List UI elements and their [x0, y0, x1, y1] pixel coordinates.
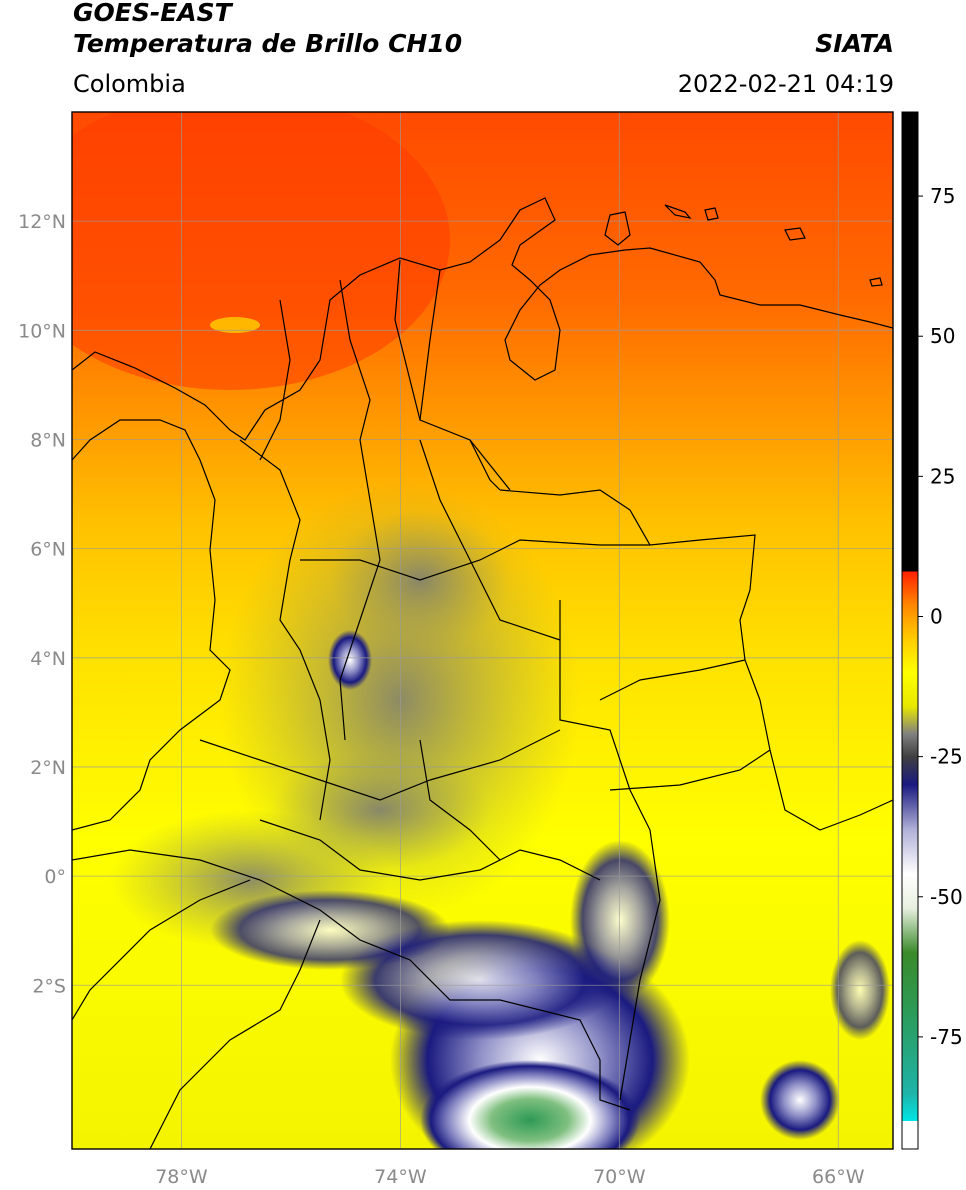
lat-tick-label-6: 0°: [44, 866, 66, 888]
lat-tick-label-5: 2°N: [30, 757, 66, 779]
latitude-labels: 12°N 10°N 8°N 6°N 4°N 2°N 0° 2°S: [18, 211, 66, 997]
pacific-coast: [72, 419, 231, 831]
interior-k: [599, 659, 746, 701]
lon-tick-label-3: 66°W: [812, 1166, 865, 1188]
lon-tick-label-2: 70°W: [593, 1166, 646, 1188]
interior-j: [394, 259, 421, 421]
colorbar-tick-label-5: -50: [930, 885, 963, 909]
satellite-title: GOES-EAST: [73, 0, 232, 27]
colorbar-tick-label-0: 75: [930, 184, 955, 208]
region-label: Colombia: [73, 70, 186, 98]
interior-a: [239, 439, 331, 821]
lat-tick-label-2: 8°N: [30, 429, 66, 451]
brazil-border: [559, 600, 661, 1101]
colorbar-ticks: 75 50 25 0 -25 -50 -75: [918, 184, 963, 1049]
peru-coast: [72, 879, 251, 1021]
island-small: [869, 277, 883, 287]
interior-c: [419, 439, 561, 641]
lon-tick-label-1: 74°W: [374, 1166, 427, 1188]
island-bonaire: [704, 207, 719, 221]
brightness-field: [72, 112, 893, 1149]
island-curacao: [664, 204, 692, 219]
colombia-border-east: [499, 489, 893, 831]
agency-label: SIATA: [815, 29, 894, 58]
interior-l: [609, 749, 771, 791]
interior-m: [469, 439, 501, 491]
interior-n: [149, 919, 321, 1149]
colorbar-tick-label-1: 50: [930, 324, 955, 348]
lat-tick-label-0: 12°N: [18, 211, 66, 233]
colorbar: [901, 111, 919, 1150]
caribbean-coast: [72, 197, 893, 441]
island-aruba: [604, 211, 631, 246]
interior-g: [419, 739, 501, 861]
island-margarita: [784, 227, 806, 241]
interior-h: [259, 299, 291, 461]
lat-tick-label-1: 10°N: [18, 320, 66, 342]
colombia-border-south: [72, 849, 631, 1111]
map-frame: [71, 111, 894, 1150]
interior-e: [199, 729, 561, 801]
colorbar-tick-label-6: -75: [930, 1025, 963, 1049]
timestamp-label: 2022-02-21 04:19: [677, 70, 894, 98]
lon-tick-label-0: 78°W: [155, 1166, 208, 1188]
coastlines: [72, 197, 893, 1149]
lat-tick-label-7: 2°S: [32, 975, 66, 997]
gridlines: [72, 112, 893, 1149]
interior-d: [300, 539, 650, 581]
colorbar-tick-label-2: 25: [930, 464, 955, 488]
product-title: Temperatura de Brillo CH10: [73, 29, 463, 58]
colorbar-tick-label-4: -25: [930, 745, 963, 769]
interior-i: [339, 279, 371, 441]
interior-f: [259, 819, 601, 881]
interior-b: [339, 439, 381, 741]
lat-tick-label-3: 6°N: [30, 539, 66, 561]
longitude-labels: 78°W 74°W 70°W 66°W: [155, 1166, 864, 1188]
colorbar-tick-label-3: 0: [930, 604, 943, 628]
lat-tick-label-4: 4°N: [30, 648, 66, 670]
